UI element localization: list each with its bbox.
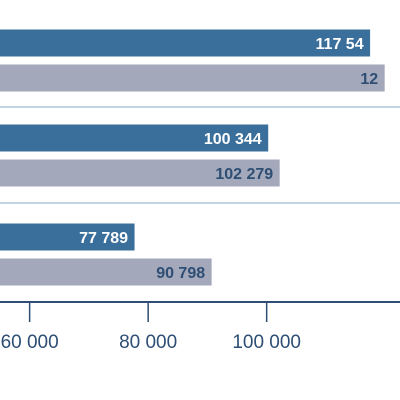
data-label: 117 54 [316, 36, 364, 53]
bar-group3-series1 [0, 222, 136, 252]
data-label: 100 344 [204, 131, 262, 148]
x-tick-label: 100 000 [232, 332, 301, 353]
data-label: 77 789 [79, 230, 128, 247]
bar-group3-series2 [0, 257, 213, 287]
data-label: 90 798 [156, 265, 205, 282]
bar-group1-series2 [0, 63, 386, 93]
data-label: 102 279 [215, 166, 273, 183]
bar-group2-series1 [0, 123, 270, 153]
data-label: 12 [360, 71, 378, 88]
x-tick-label: 60 000 [1, 332, 59, 353]
x-tick-label: 80 000 [119, 332, 177, 353]
bar-group2-series2 [0, 158, 281, 188]
bar-group1-series1 [0, 28, 372, 58]
